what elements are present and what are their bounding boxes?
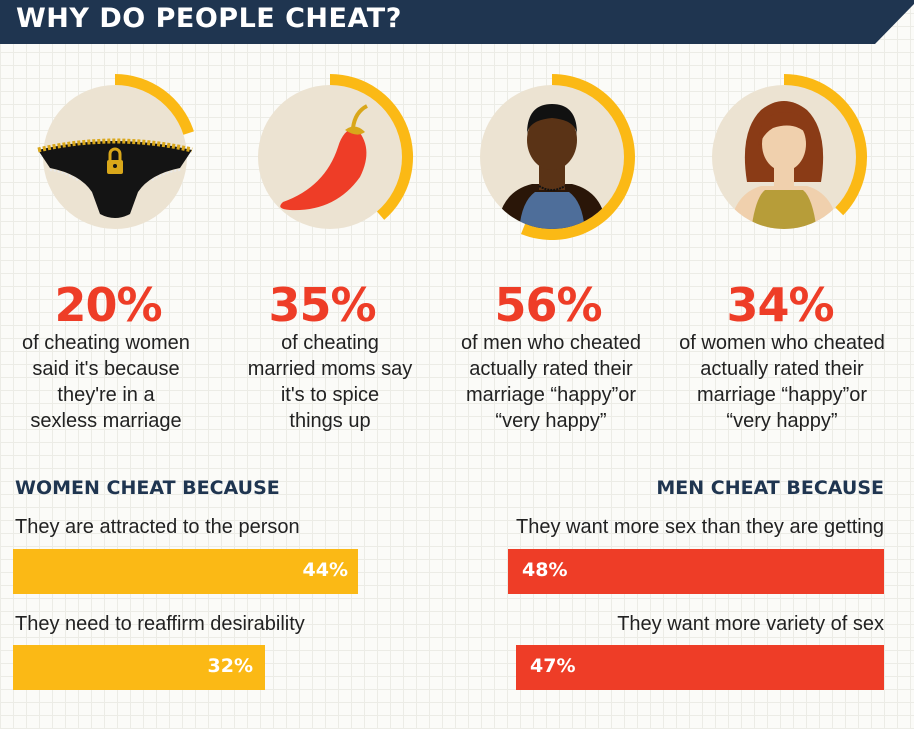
stat-description: of cheating women said it's because they'r…	[22, 332, 190, 432]
title-banner: WHY DO PEOPLE CHEAT?	[0, 0, 914, 44]
woman-icon	[729, 101, 839, 229]
men-reason-label: They want more variety of sex	[617, 613, 884, 635]
underwear-icon	[37, 138, 193, 218]
bar-value: 48%	[522, 559, 568, 581]
men-reason-bar: 48%	[508, 549, 884, 594]
women-reason-bar: 44%	[13, 549, 358, 594]
stat-description: of men who cheated actually rated their ma…	[460, 332, 642, 432]
women-reason-label: They need to reaffirm desirability	[15, 613, 305, 635]
stat-ring	[37, 74, 194, 229]
man-icon	[497, 104, 607, 229]
stat-ring	[712, 74, 868, 229]
women-reason-bar: 32%	[13, 645, 265, 690]
stat-ring	[258, 73, 414, 229]
women-reason-label: They are attracted to the person	[15, 516, 300, 538]
bar-value: 32%	[207, 655, 253, 677]
men-reason-bar: 47%	[516, 645, 884, 690]
page-title: WHY DO PEOPLE CHEAT?	[16, 3, 402, 34]
stat-percent: 34%	[726, 278, 834, 332]
stat-description: of women who cheated actually rated their…	[679, 332, 885, 432]
stat-percent: 56%	[494, 278, 602, 332]
bar-value: 47%	[530, 655, 576, 677]
chili-pepper-icon	[280, 104, 368, 211]
men-section-heading: MEN CHEAT BECAUSE	[656, 477, 884, 499]
banner-shape	[0, 0, 914, 44]
men-reason-label: They want more sex than they are getting	[516, 516, 884, 538]
stat-circle	[258, 85, 402, 229]
stat-percent: 20%	[54, 278, 162, 332]
bar-value: 44%	[302, 559, 348, 581]
stat-percent: 35%	[268, 278, 376, 332]
stat-description: of cheating married moms say it's to spice…	[247, 332, 413, 432]
women-section-heading: WOMEN CHEAT BECAUSE	[15, 477, 280, 499]
stat-ring	[480, 74, 635, 240]
